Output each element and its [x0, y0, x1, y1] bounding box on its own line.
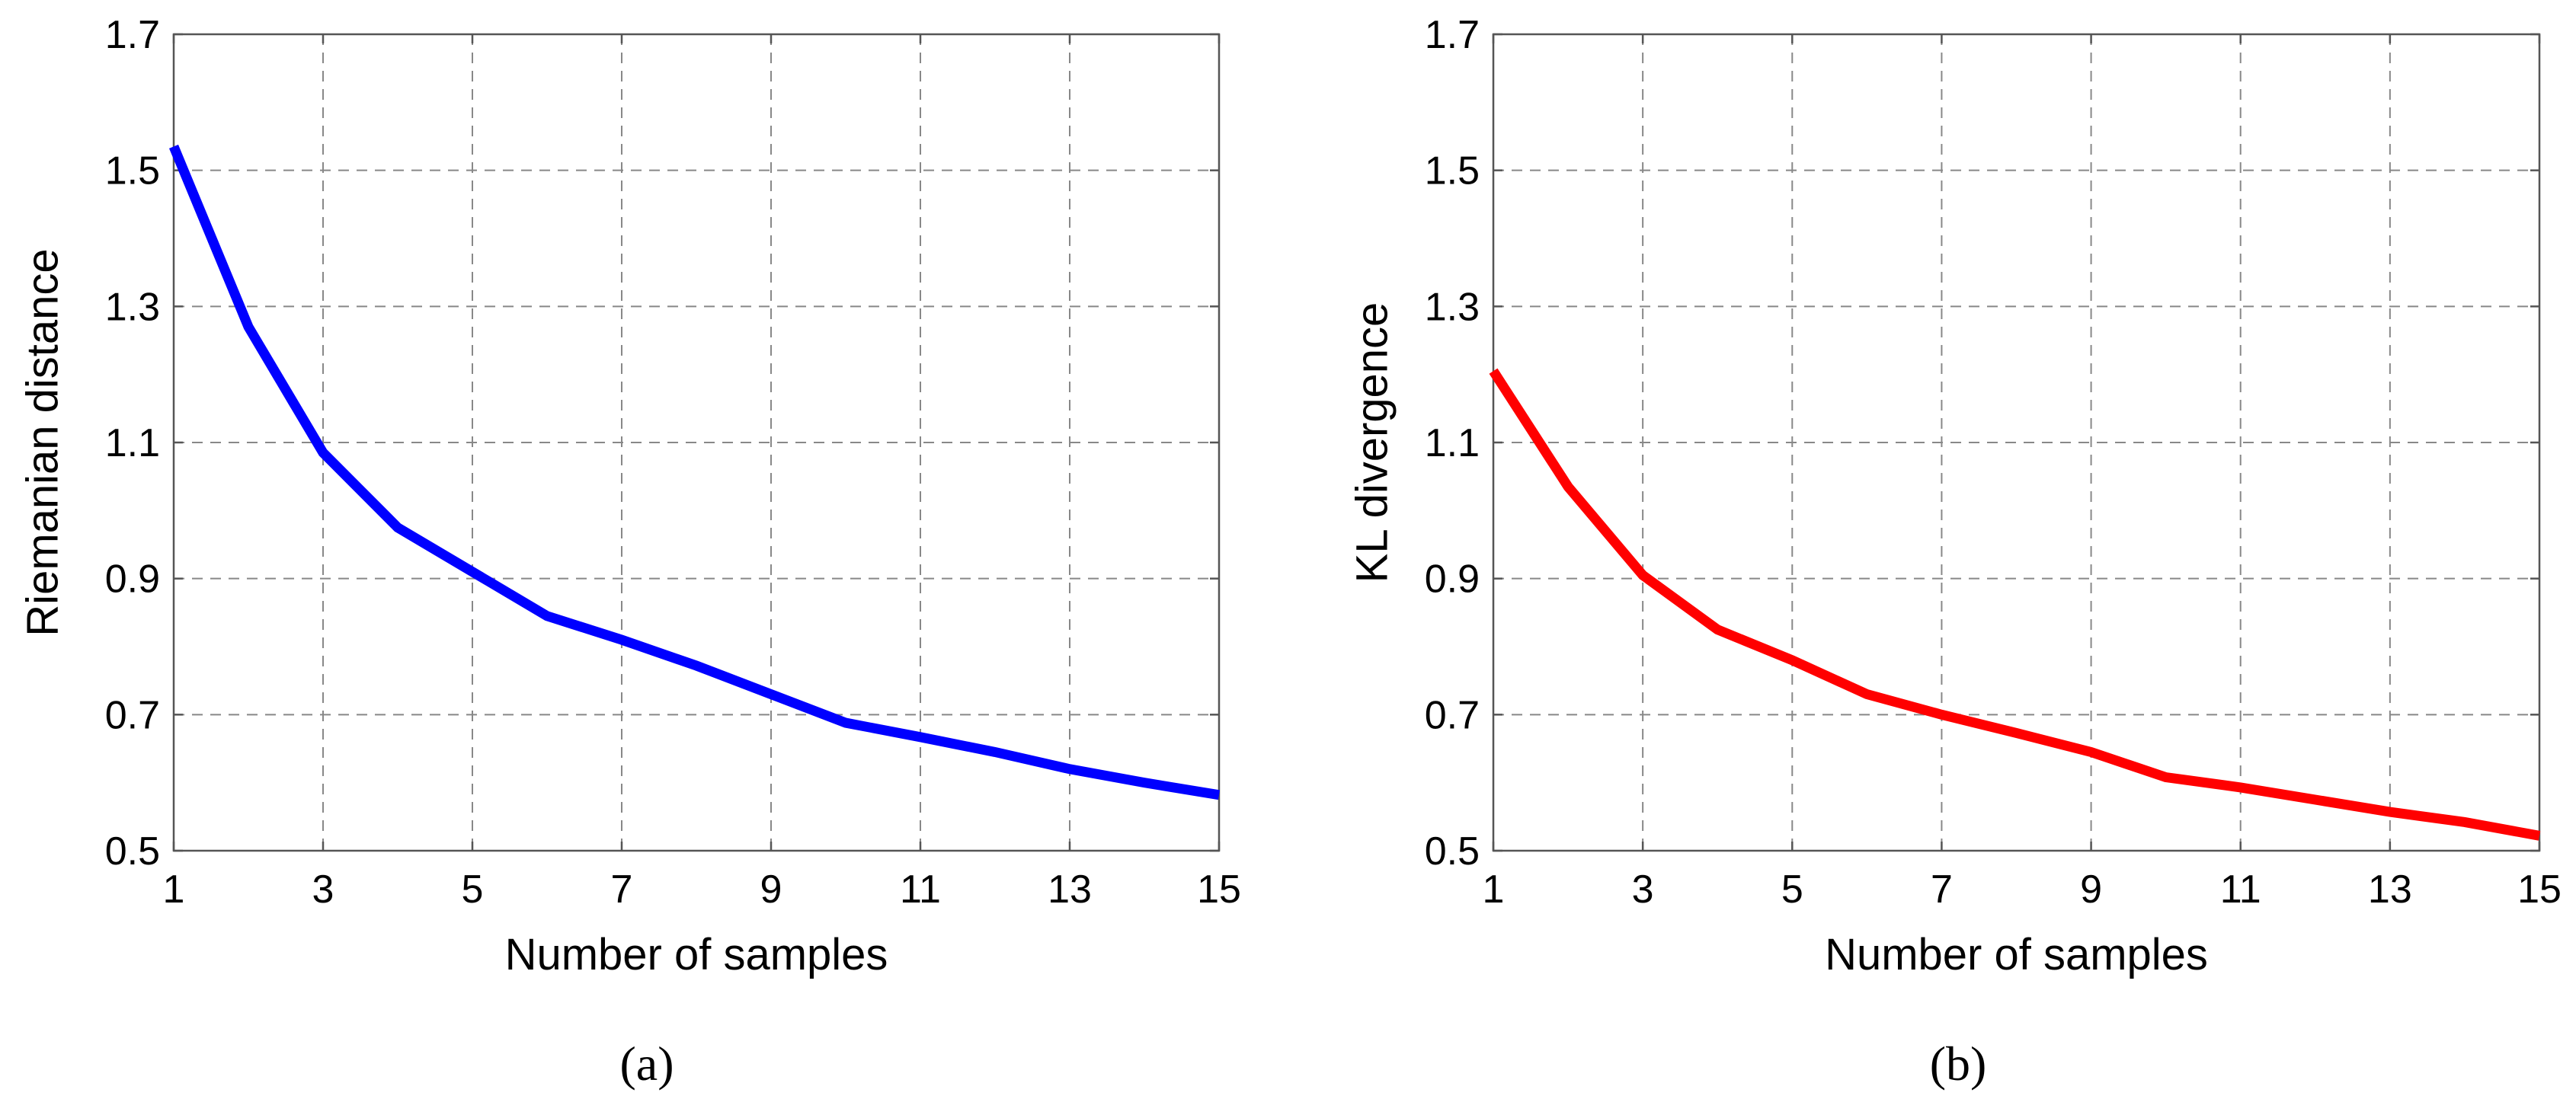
y-axis-label: KL divergence [1347, 302, 1397, 583]
x-tick-label: 13 [2368, 867, 2412, 912]
x-tick-label: 11 [900, 867, 941, 912]
x-tick-label: 9 [2080, 867, 2102, 912]
x-tick-label: 3 [1632, 867, 1654, 912]
y-tick-label: 0.7 [1425, 693, 1480, 737]
y-tick-label: 1.3 [105, 285, 160, 329]
y-tick-label: 0.9 [105, 557, 160, 602]
x-tick-label: 11 [2220, 867, 2261, 912]
y-tick-label: 1.5 [105, 149, 160, 193]
x-tick-label: 15 [2517, 867, 2562, 912]
y-tick-label: 0.9 [1425, 557, 1480, 602]
x-tick-label: 15 [1197, 867, 1241, 912]
y-tick-label: 0.7 [105, 693, 160, 737]
y-tick-label: 0.5 [105, 829, 160, 874]
x-axis-label: Number of samples [1825, 930, 2208, 979]
x-tick-label: 5 [462, 867, 484, 912]
x-tick-label: 9 [760, 867, 782, 912]
x-axis-label: Number of samples [505, 930, 888, 979]
chart-caption: (a) [619, 1037, 674, 1091]
y-tick-label: 1.7 [105, 13, 160, 57]
x-tick-label: 7 [1931, 867, 1953, 912]
x-tick-label: 5 [1781, 867, 1803, 912]
x-tick-label: 1 [163, 867, 185, 912]
x-tick-label: 13 [1048, 867, 1092, 912]
x-tick-label: 1 [1483, 867, 1505, 912]
y-tick-label: 0.5 [1425, 829, 1480, 874]
y-tick-label: 1.5 [1425, 149, 1480, 193]
x-tick-label: 3 [312, 867, 334, 912]
y-tick-label: 1.7 [1425, 13, 1480, 57]
chart-caption: (b) [1930, 1037, 1987, 1091]
y-tick-label: 1.3 [1425, 285, 1480, 329]
y-tick-label: 1.1 [1425, 421, 1480, 465]
x-tick-label: 7 [611, 867, 633, 912]
y-tick-label: 1.1 [105, 421, 160, 465]
series-line [1489, 368, 2541, 841]
y-axis-label: Riemanian distance [18, 248, 67, 636]
series-line [168, 144, 1221, 800]
